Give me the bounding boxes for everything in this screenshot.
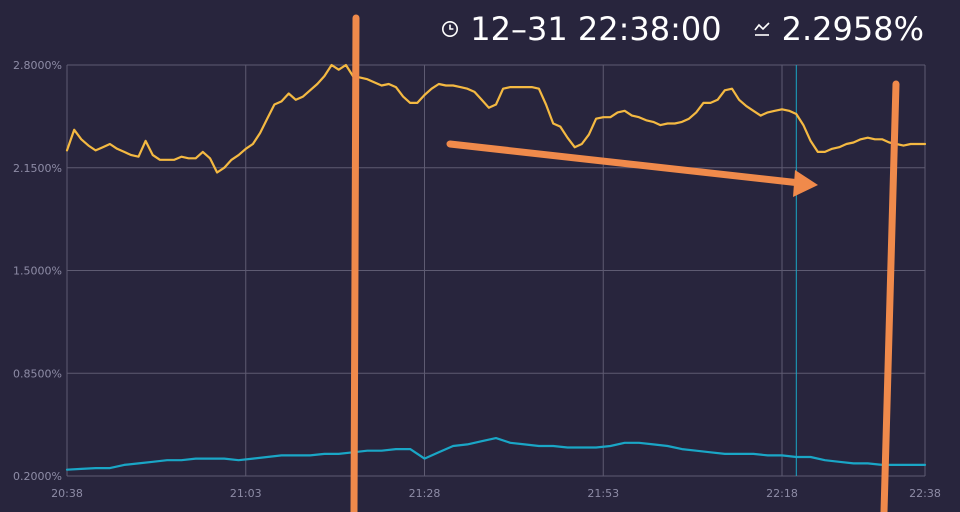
series-line-upper xyxy=(65,63,927,174)
clock-icon xyxy=(440,19,460,39)
annotation-marker-left xyxy=(350,14,360,512)
x-tick-label: 22:38 xyxy=(909,487,941,500)
y-tick-label: 1.5000% xyxy=(13,265,62,278)
y-tick-label: 0.2000% xyxy=(13,470,62,483)
axis-ticks: 0.2000% 0.8500% 1.5000% 2.1500% 2.8000% 20:38… xyxy=(13,59,941,500)
rate-readout: 2.2958% xyxy=(781,10,924,48)
y-tick-label: 2.8000% xyxy=(13,59,62,72)
annotation-marker-right xyxy=(880,80,900,512)
y-tick-label: 2.1500% xyxy=(13,162,62,175)
x-tick-label: 21:53 xyxy=(587,487,619,500)
x-tick-label: 22:18 xyxy=(766,487,798,500)
series-line-lower xyxy=(65,437,927,471)
annotations xyxy=(350,14,900,512)
x-tick-label: 21:28 xyxy=(409,487,441,500)
x-tick-label: 20:38 xyxy=(51,487,83,500)
chart-series xyxy=(65,63,927,471)
annotation-arrow-head xyxy=(793,170,818,197)
x-tick-label: 21:03 xyxy=(230,487,262,500)
chart-header: 12–31 22:38:00 2.2958% xyxy=(440,8,924,50)
chart-grid xyxy=(66,64,926,477)
y-tick-label: 0.8500% xyxy=(13,367,62,380)
timestamp-readout: 12–31 22:38:00 xyxy=(470,10,722,48)
line-chart-icon xyxy=(752,19,772,39)
annotation-arrow-shaft xyxy=(446,140,804,187)
